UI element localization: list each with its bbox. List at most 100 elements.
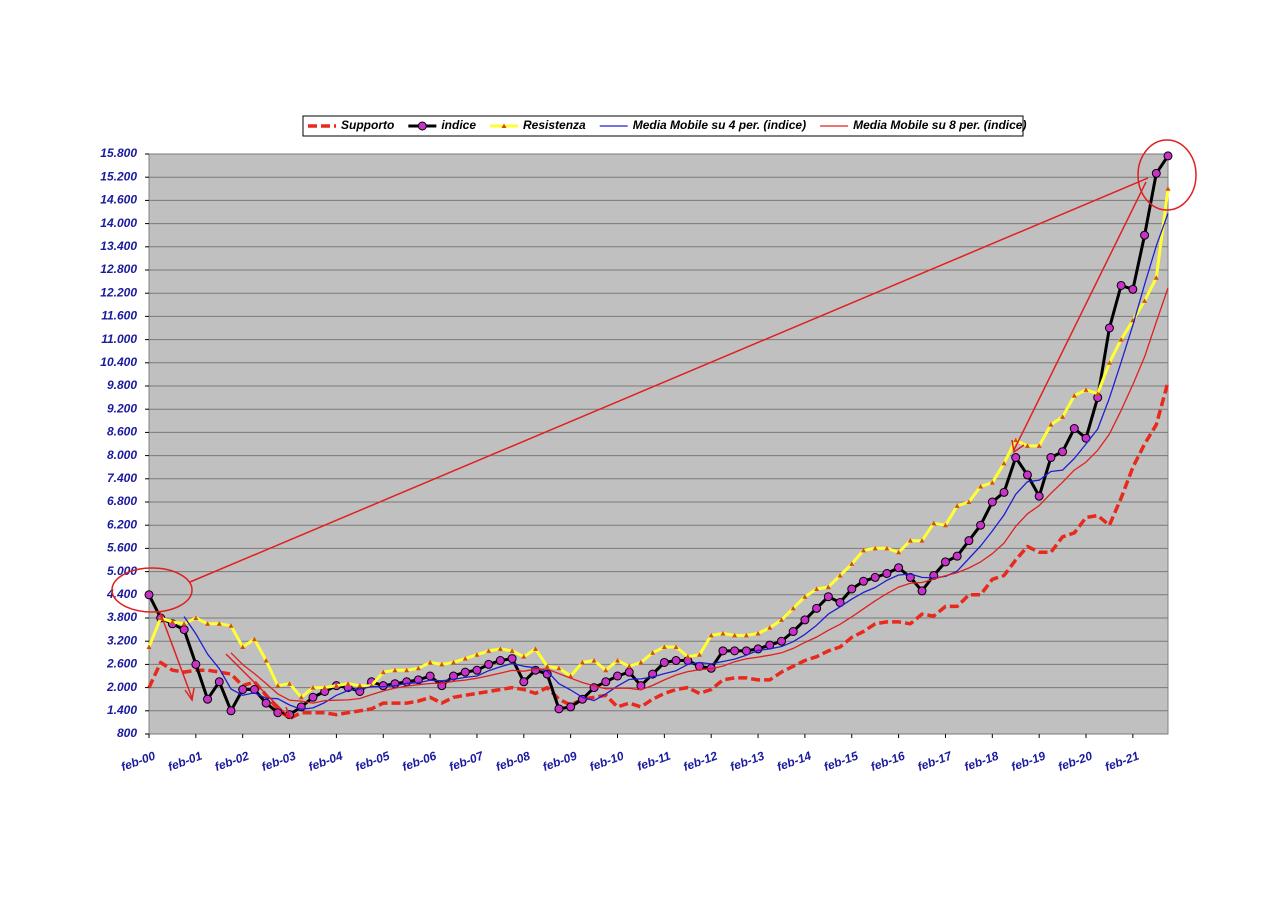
data-point <box>790 605 796 611</box>
x-tick-label: feb-13 <box>728 749 766 774</box>
series-line <box>147 381 1170 721</box>
data-point <box>214 677 224 687</box>
x-tick-label: feb-15 <box>822 749 860 774</box>
data-point <box>1118 337 1124 342</box>
data-point <box>146 644 152 649</box>
y-tick-label: 5.000 <box>107 564 137 578</box>
data-point <box>966 499 972 504</box>
legend-label: Supporto <box>341 118 394 132</box>
y-tick-label: 13.400 <box>100 239 137 253</box>
data-point <box>1001 460 1007 466</box>
data-point <box>954 503 960 508</box>
y-tick-label: 14.600 <box>100 193 137 207</box>
x-tick-label: feb-14 <box>775 749 813 774</box>
data-point <box>402 677 412 687</box>
highlight-ellipse <box>111 567 193 613</box>
arrow <box>225 653 289 717</box>
data-point <box>720 630 726 636</box>
x-tick-label: feb-02 <box>213 749 251 774</box>
y-tick-label: 11.600 <box>101 309 137 323</box>
data-point <box>554 704 564 714</box>
data-point <box>544 663 550 669</box>
y-tick-label: 9.200 <box>107 401 137 415</box>
data-point <box>181 621 187 626</box>
x-tick-label: feb-03 <box>260 749 298 774</box>
data-point <box>976 520 986 530</box>
data-point <box>601 677 611 687</box>
data-point <box>1095 391 1101 396</box>
data-point <box>1022 470 1032 480</box>
data-point <box>882 569 892 579</box>
data-point <box>577 694 587 704</box>
series-line <box>230 287 1169 704</box>
data-point <box>896 549 902 555</box>
data-point <box>1058 447 1068 457</box>
data-point <box>624 667 634 677</box>
data-point <box>1069 424 1079 434</box>
legend-marker <box>417 121 427 131</box>
data-point <box>978 484 984 489</box>
data-point <box>474 652 480 657</box>
series-line <box>183 213 1169 710</box>
data-point <box>251 636 257 642</box>
legend-label: Resistenza <box>523 118 586 132</box>
data-point <box>999 487 1009 497</box>
x-tick-label: feb-07 <box>447 748 486 774</box>
trend-line <box>189 177 1149 583</box>
legend: Supporto indice Resistenza Media Mobile su … <box>308 118 1026 132</box>
data-point <box>240 644 246 649</box>
data-point <box>566 702 576 712</box>
data-point <box>1034 491 1044 501</box>
x-tick-label: feb-04 <box>307 749 345 774</box>
data-point <box>507 654 517 664</box>
data-point <box>425 671 435 681</box>
y-tick-label: 2.600 <box>106 657 137 671</box>
x-tick-label: feb-01 <box>166 749 204 774</box>
data-point <box>310 685 316 690</box>
data-point <box>860 547 866 553</box>
data-point <box>708 632 714 638</box>
series-line <box>147 155 1170 717</box>
data-point <box>788 627 798 637</box>
data-point <box>894 563 904 573</box>
data-point <box>989 480 995 485</box>
data-point <box>730 646 740 656</box>
y-tick-label: 12.200 <box>100 285 137 299</box>
data-point <box>144 590 154 600</box>
legend-label: indice <box>441 118 476 132</box>
legend-label: Media Mobile su 8 per. (indice) <box>853 118 1026 132</box>
data-point <box>638 659 644 665</box>
data-point <box>825 584 831 590</box>
y-tick-label: 15.200 <box>100 169 137 183</box>
data-point <box>439 661 445 667</box>
data-point <box>228 623 234 628</box>
data-point <box>1011 453 1021 463</box>
data-point <box>870 572 880 582</box>
x-tick-label: feb-09 <box>541 749 579 774</box>
x-tick-label: feb-08 <box>494 749 532 774</box>
data-point <box>451 659 457 665</box>
data-point <box>685 654 691 659</box>
y-tick-label: 12.800 <box>100 262 137 276</box>
data-point <box>952 551 962 561</box>
data-point <box>521 654 527 659</box>
data-point <box>613 671 623 681</box>
data-point <box>696 652 702 657</box>
highlight-ellipse <box>1137 139 1197 211</box>
grid: 800 1.400 2.000 2.600 3.200 3.800 4.400 5.000 5.… <box>100 146 1168 774</box>
data-point <box>919 538 925 543</box>
data-point <box>718 646 728 656</box>
data-point <box>814 586 820 591</box>
x-tick-label: feb-17 <box>916 748 955 774</box>
data-point <box>1036 443 1042 448</box>
data-point <box>484 659 494 669</box>
data-point <box>1083 387 1089 392</box>
data-point <box>179 625 189 635</box>
legend-box <box>302 115 1024 137</box>
data-point <box>1013 437 1019 443</box>
data-point <box>556 665 562 671</box>
data-point <box>275 683 281 688</box>
data-point <box>287 681 293 686</box>
series-line <box>147 188 1170 699</box>
